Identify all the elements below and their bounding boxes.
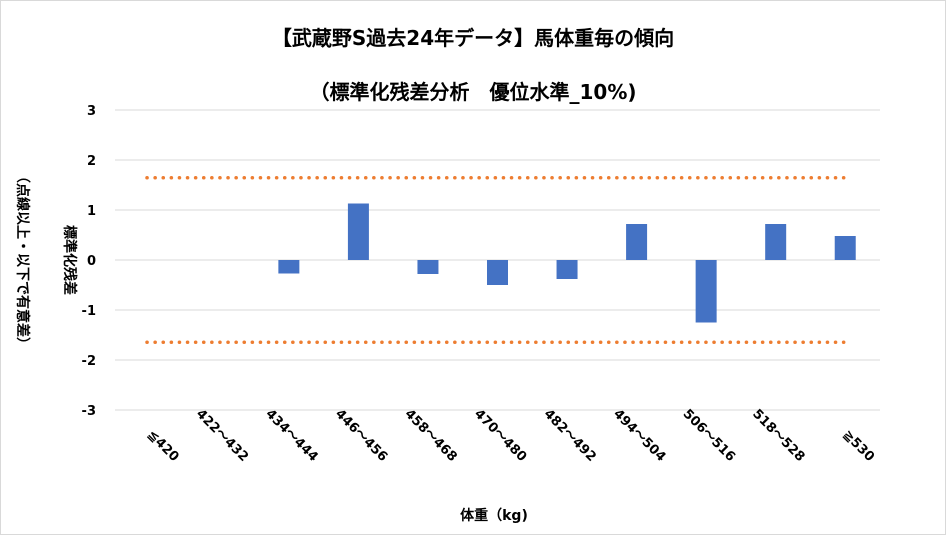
y-tick-label: 0 (87, 254, 96, 269)
bar (626, 224, 648, 260)
x-tick-label: 446～456 (332, 407, 390, 465)
x-tick-label: 482～492 (541, 407, 599, 465)
y-axis-label-outer: （点線以上・以下で有意差） (14, 169, 31, 351)
bar (278, 260, 300, 274)
y-axis-ticks: 3 2 1 0 -1 -2 -3 (82, 104, 96, 419)
bar (765, 224, 787, 260)
x-tick-label: 506～516 (680, 407, 738, 465)
x-tick-label: ≦420 (144, 427, 181, 464)
chart-subtitle: （標準化残差分析 優位水準_10%) (309, 80, 637, 104)
x-tick-label: 494～504 (610, 407, 668, 465)
y-tick-label: -1 (82, 304, 96, 319)
bars (278, 203, 856, 323)
x-tick-label: 470～480 (471, 407, 529, 465)
y-axis-label: 標準化残差 (61, 225, 78, 295)
x-tick-label: ≧530 (840, 427, 877, 464)
x-axis-ticks: ≦420 422～432 434～444 446～456 458～468 470～480 4… (144, 407, 877, 465)
bar (347, 203, 369, 260)
y-tick-label: 3 (87, 104, 96, 119)
bar (834, 236, 856, 260)
x-axis-label: 体重（kg) (460, 507, 528, 524)
x-tick-label: 422～432 (193, 407, 251, 465)
threshold-lines (145, 176, 847, 344)
y-tick-label: -2 (82, 354, 96, 369)
x-tick-label: 518～528 (749, 407, 807, 465)
chart-title: 【武蔵野S過去24年データ】馬体重毎の傾向 (271, 26, 675, 50)
y-tick-label: -3 (82, 404, 96, 419)
bar (556, 260, 578, 279)
bar (417, 260, 439, 274)
x-tick-label: 458～468 (402, 407, 460, 465)
y-tick-label: 2 (87, 154, 96, 169)
bar (695, 260, 717, 323)
bar (487, 260, 508, 285)
y-tick-label: 1 (87, 204, 96, 219)
x-tick-label: 434～444 (262, 407, 320, 465)
